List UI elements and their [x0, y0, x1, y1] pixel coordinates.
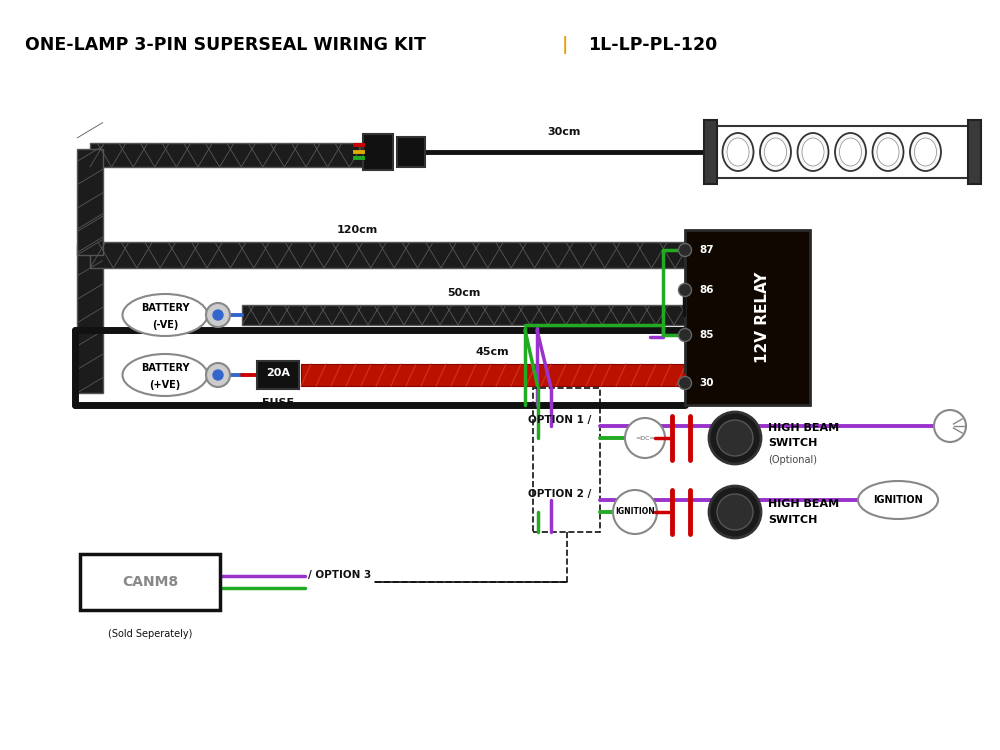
Text: HIGH BEAM: HIGH BEAM — [768, 499, 839, 509]
Text: (-VE): (-VE) — [152, 320, 178, 330]
Text: BATTERY: BATTERY — [141, 303, 189, 313]
Text: FUSE: FUSE — [262, 398, 294, 408]
Text: |: | — [562, 36, 568, 54]
Circle shape — [213, 370, 223, 380]
Ellipse shape — [915, 138, 937, 166]
Text: CANM8: CANM8 — [122, 575, 178, 589]
Ellipse shape — [873, 133, 904, 171]
Ellipse shape — [122, 294, 208, 336]
Bar — [363, 134, 393, 170]
Text: OPTION 2 /: OPTION 2 / — [528, 489, 591, 499]
Text: 30cm: 30cm — [548, 127, 581, 137]
Circle shape — [206, 363, 230, 387]
Bar — [704, 120, 717, 184]
Text: (Optional): (Optional) — [768, 455, 817, 465]
Bar — [80, 554, 220, 610]
Text: IGNITION: IGNITION — [615, 508, 655, 517]
Circle shape — [206, 303, 230, 327]
Text: BATTERY: BATTERY — [141, 363, 189, 373]
Text: 30: 30 — [699, 378, 713, 388]
Text: OPTION 1 /: OPTION 1 / — [528, 415, 591, 425]
Text: (Sold Seperately): (Sold Seperately) — [108, 629, 192, 639]
Circle shape — [213, 310, 223, 320]
Text: IGNITION: IGNITION — [873, 495, 923, 505]
Text: =DC=: =DC= — [635, 436, 655, 440]
Ellipse shape — [760, 133, 791, 171]
Text: 87: 87 — [699, 245, 714, 255]
Ellipse shape — [877, 138, 899, 166]
Text: 85: 85 — [699, 330, 713, 340]
Circle shape — [709, 412, 761, 464]
Circle shape — [717, 494, 753, 530]
Bar — [968, 120, 981, 184]
Circle shape — [709, 486, 761, 538]
Bar — [397, 137, 425, 167]
Circle shape — [678, 284, 692, 296]
Bar — [257, 361, 299, 389]
Ellipse shape — [122, 354, 208, 396]
Ellipse shape — [840, 138, 862, 166]
Text: SWITCH: SWITCH — [768, 515, 817, 525]
Text: (+VE): (+VE) — [149, 380, 181, 390]
Text: HIGH BEAM: HIGH BEAM — [768, 423, 839, 433]
Bar — [715, 126, 970, 178]
Ellipse shape — [858, 481, 938, 519]
Bar — [301, 364, 684, 386]
Circle shape — [678, 244, 692, 256]
Bar — [242, 305, 685, 325]
Ellipse shape — [798, 133, 829, 171]
Ellipse shape — [765, 138, 787, 166]
Text: 20A: 20A — [266, 368, 290, 378]
Text: 86: 86 — [699, 285, 713, 295]
Text: ONE-LAMP 3-PIN SUPERSEAL WIRING KIT: ONE-LAMP 3-PIN SUPERSEAL WIRING KIT — [25, 36, 426, 54]
Circle shape — [613, 490, 657, 534]
Bar — [90, 242, 685, 268]
Text: 50cm: 50cm — [447, 288, 480, 298]
Text: / OPTION 3: / OPTION 3 — [308, 570, 371, 580]
Bar — [77, 244, 103, 393]
Text: 45cm: 45cm — [476, 347, 509, 357]
Circle shape — [625, 418, 665, 458]
Ellipse shape — [723, 133, 754, 171]
Circle shape — [717, 420, 753, 456]
Text: 1L-LP-PL-120: 1L-LP-PL-120 — [588, 36, 717, 54]
Ellipse shape — [802, 138, 824, 166]
Text: 12V RELAY: 12V RELAY — [755, 272, 770, 363]
Circle shape — [678, 376, 692, 389]
Text: 120cm: 120cm — [337, 225, 378, 235]
Bar — [90, 143, 363, 167]
Ellipse shape — [910, 133, 941, 171]
Bar — [77, 149, 103, 255]
Text: SWITCH: SWITCH — [768, 438, 817, 448]
Circle shape — [934, 410, 966, 442]
Ellipse shape — [835, 133, 866, 171]
Ellipse shape — [727, 138, 749, 166]
Bar — [685, 230, 810, 405]
Bar — [533, 388, 600, 532]
Circle shape — [678, 328, 692, 341]
